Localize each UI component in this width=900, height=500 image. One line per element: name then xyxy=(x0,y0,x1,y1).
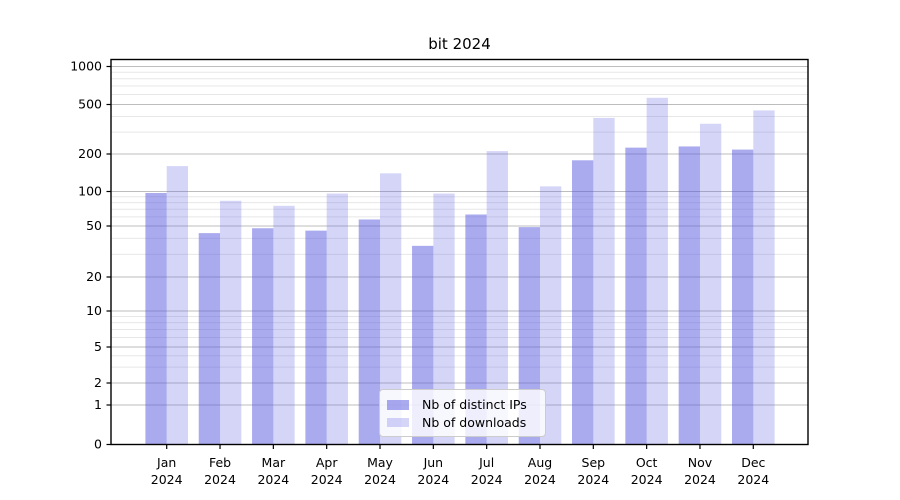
x-tick-label-month: Nov xyxy=(688,455,713,470)
x-tick-label-year: 2024 xyxy=(311,472,343,487)
x-tick-label-year: 2024 xyxy=(151,472,183,487)
x-tick-label-year: 2024 xyxy=(631,472,663,487)
legend-label-downloads: Nb of downloads xyxy=(422,414,527,430)
x-tick-label-year: 2024 xyxy=(257,472,289,487)
x-tick-label-year: 2024 xyxy=(471,472,503,487)
bar-downloads-Nov xyxy=(699,123,722,445)
y-tick-label: 100 xyxy=(78,184,102,199)
bar-downloads-Jul xyxy=(486,151,508,445)
x-tick-label-year: 2024 xyxy=(204,472,236,487)
y-tick-label: 2 xyxy=(94,375,102,390)
y-tick-label: 1 xyxy=(94,397,102,412)
legend-swatch-downloads xyxy=(387,417,409,427)
bar-distinct-ips-Dec xyxy=(731,149,754,445)
bar-downloads-Feb xyxy=(220,200,242,445)
bar-downloads-Sep xyxy=(593,117,615,445)
chart-title: bit 2024 xyxy=(428,35,491,53)
bar-downloads-Dec xyxy=(753,110,775,445)
bar-distinct-ips-Jan xyxy=(145,193,167,445)
x-tick-label-month: Feb xyxy=(209,455,231,470)
x-tick-label-month: Oct xyxy=(636,455,658,470)
bar-distinct-ips-Feb xyxy=(198,233,221,445)
x-tick-label-year: 2024 xyxy=(577,472,609,487)
bar-downloads-Mar xyxy=(273,205,295,445)
x-tick-label-month: Dec xyxy=(741,455,765,470)
x-tick-label-year: 2024 xyxy=(417,472,449,487)
legend: Nb of distinct IPs Nb of downloads xyxy=(379,389,546,437)
x-tick-label-month: Jan xyxy=(156,455,176,470)
bar-downloads-May xyxy=(380,173,402,445)
x-tick-label-month: Apr xyxy=(316,455,338,470)
bar-downloads-Aug xyxy=(539,186,562,445)
x-tick-label-month: Jul xyxy=(478,455,494,470)
y-tick-label: 0 xyxy=(94,437,102,452)
bar-distinct-ips-Oct xyxy=(625,147,647,445)
x-tick-label-month: Mar xyxy=(262,455,286,470)
bar-distinct-ips-Nov xyxy=(678,146,700,445)
x-tick-label-month: May xyxy=(367,455,393,470)
x-tick-label-month: Jun xyxy=(423,455,444,470)
y-tick-label: 50 xyxy=(86,218,102,233)
legend-row-distinct-ips: Nb of distinct IPs xyxy=(380,396,545,414)
bar-distinct-ips-Jul xyxy=(465,214,487,445)
x-tick-label-month: Sep xyxy=(582,455,606,470)
legend-swatch-distinct-ips xyxy=(387,400,409,410)
x-tick-label-year: 2024 xyxy=(737,472,769,487)
y-tick-label: 5 xyxy=(94,339,102,354)
legend-label-distinct-ips: Nb of distinct IPs xyxy=(422,397,527,413)
y-tick-label: 10 xyxy=(86,303,102,318)
bar-downloads-Oct xyxy=(646,97,668,445)
bar-downloads-Jan xyxy=(166,166,188,445)
plot-frame xyxy=(110,58,809,446)
bar-distinct-ips-Sep xyxy=(572,160,594,445)
y-tick-label: 500 xyxy=(78,97,102,112)
y-tick-label: 1000 xyxy=(70,59,102,74)
bar-downloads-Jun xyxy=(433,193,455,445)
bar-downloads-Apr xyxy=(326,193,348,445)
y-tick-label: 20 xyxy=(86,269,102,284)
x-tick-label-month: Aug xyxy=(528,455,552,470)
x-tick-label-year: 2024 xyxy=(684,472,716,487)
legend-row-downloads: Nb of downloads xyxy=(380,414,545,432)
bar-distinct-ips-May xyxy=(358,219,381,445)
x-tick-label-year: 2024 xyxy=(364,472,396,487)
bar-distinct-ips-Apr xyxy=(305,230,327,445)
y-tick-label: 200 xyxy=(78,146,102,161)
x-tick-label-year: 2024 xyxy=(524,472,556,487)
bar-distinct-ips-Mar xyxy=(252,228,274,445)
